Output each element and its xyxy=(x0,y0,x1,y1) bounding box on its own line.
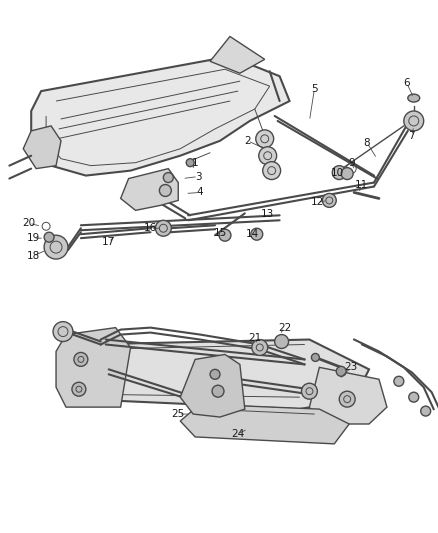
Circle shape xyxy=(336,366,346,376)
Text: 2: 2 xyxy=(244,136,251,146)
Text: 19: 19 xyxy=(27,233,40,243)
Polygon shape xyxy=(309,367,386,424)
Polygon shape xyxy=(66,340,368,409)
Circle shape xyxy=(321,193,336,207)
Circle shape xyxy=(332,166,346,180)
Circle shape xyxy=(420,406,430,416)
Text: 14: 14 xyxy=(246,229,259,239)
Circle shape xyxy=(163,173,173,182)
Circle shape xyxy=(250,228,262,240)
Circle shape xyxy=(258,147,276,165)
Text: 5: 5 xyxy=(311,84,317,94)
Circle shape xyxy=(311,353,318,361)
Text: 22: 22 xyxy=(277,322,290,333)
Text: 18: 18 xyxy=(27,251,40,261)
Text: 20: 20 xyxy=(23,219,35,228)
Polygon shape xyxy=(180,354,244,417)
Text: 21: 21 xyxy=(247,333,261,343)
Polygon shape xyxy=(31,56,289,175)
Polygon shape xyxy=(56,328,130,407)
Circle shape xyxy=(219,229,230,241)
Circle shape xyxy=(159,184,171,197)
Circle shape xyxy=(340,168,352,180)
Polygon shape xyxy=(23,126,61,168)
Text: 6: 6 xyxy=(403,78,409,88)
Text: 8: 8 xyxy=(363,138,370,148)
Text: 15: 15 xyxy=(213,228,226,238)
Text: 24: 24 xyxy=(231,429,244,439)
Circle shape xyxy=(393,376,403,386)
Circle shape xyxy=(339,391,354,407)
Text: 12: 12 xyxy=(310,197,323,207)
Text: 9: 9 xyxy=(348,158,355,168)
Circle shape xyxy=(251,340,267,356)
Text: 17: 17 xyxy=(102,237,115,247)
Text: 11: 11 xyxy=(353,180,367,190)
Circle shape xyxy=(274,335,288,349)
Polygon shape xyxy=(120,168,178,211)
Circle shape xyxy=(262,161,280,180)
Text: 16: 16 xyxy=(144,223,157,233)
Text: 1: 1 xyxy=(191,158,198,168)
Text: 3: 3 xyxy=(194,172,201,182)
Text: 23: 23 xyxy=(344,362,357,373)
Polygon shape xyxy=(209,36,264,73)
Circle shape xyxy=(53,321,73,342)
Circle shape xyxy=(44,235,68,259)
Circle shape xyxy=(301,383,317,399)
Circle shape xyxy=(209,369,219,379)
Polygon shape xyxy=(180,404,348,444)
Circle shape xyxy=(155,220,171,236)
Text: 7: 7 xyxy=(407,131,414,141)
Circle shape xyxy=(72,382,86,396)
Ellipse shape xyxy=(407,94,419,102)
Text: 10: 10 xyxy=(330,167,343,177)
Text: 25: 25 xyxy=(171,409,184,419)
Text: 4: 4 xyxy=(196,188,203,197)
Circle shape xyxy=(255,130,273,148)
Circle shape xyxy=(74,352,88,366)
Text: 13: 13 xyxy=(261,209,274,220)
Circle shape xyxy=(408,392,418,402)
Circle shape xyxy=(403,111,423,131)
Circle shape xyxy=(44,232,54,242)
Circle shape xyxy=(212,385,223,397)
Circle shape xyxy=(186,159,194,167)
